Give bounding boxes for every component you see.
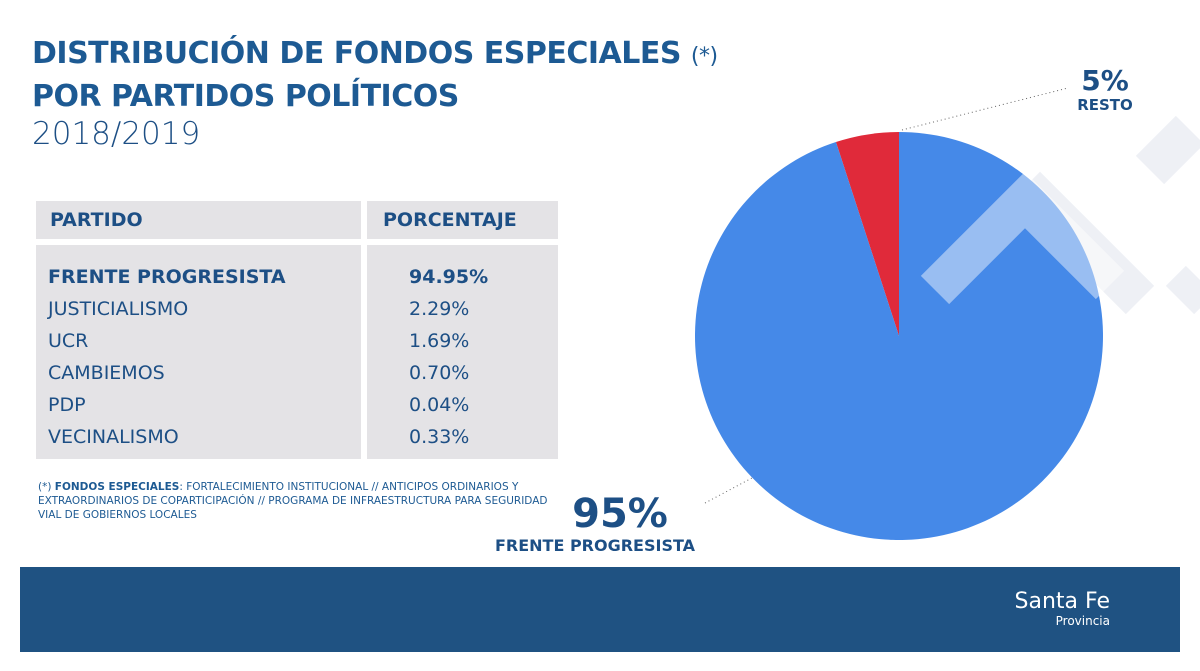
fp-leader-line [704,477,753,504]
pie-slice-frente-progresista [694,132,1103,540]
title-line1: DISTRIBUCIÓN DE FONDOS ESPECIALES [32,36,681,71]
overlay-chevron [920,171,1125,305]
header-porcentaje: PORCENTAJE [367,201,558,239]
resto-value: 5% [1081,64,1129,97]
table-row-partido: FRENTE PROGRESISTA [48,266,286,288]
table-row-partido: JUSTICIALISMO [48,298,189,320]
table-col-porcentaje [367,245,558,459]
santa-fe-logo: Santa Fe Provincia [1014,589,1110,628]
table-row-partido: VECINALISMO [48,426,179,448]
table-row-porcentaje: 2.29% [409,298,470,320]
table-row-porcentaje: 1.69% [409,330,470,352]
resto-name: RESTO [1077,96,1133,114]
table-col-partido [36,245,361,459]
footnote: (*) FONDOS ESPECIALES: FORTALECIMIENTO I… [38,481,548,521]
fp-value: 95% [572,491,668,537]
fp-label: 95% FRENTE PROGRESISTA [470,492,720,555]
period: 2018/2019 [32,116,201,152]
pie-slice-resto [835,132,899,336]
table-row-partido: CAMBIEMOS [48,362,165,384]
page-title: DISTRIBUCIÓN DE FONDOS ESPECIALES (*) PO… [32,34,718,117]
table-row-porcentaje: 0.70% [409,362,470,384]
table-row-porcentaje: 0.33% [409,426,470,448]
title-asterisk: (*) [690,44,718,69]
table-row-porcentaje: 94.95% [409,266,489,288]
resto-leader-line [901,87,1069,131]
header-partido: PARTIDO [36,201,361,239]
footer-bar: Santa Fe Provincia [20,567,1180,652]
table-row-partido: PDP [48,394,86,416]
title-line2: POR PARTIDOS POLÍTICOS [32,79,459,114]
table-row-partido: UCR [48,330,89,352]
table-row-porcentaje: 0.04% [409,394,470,416]
fp-name: FRENTE PROGRESISTA [494,536,696,555]
resto-label: 5% RESTO [1060,64,1150,115]
